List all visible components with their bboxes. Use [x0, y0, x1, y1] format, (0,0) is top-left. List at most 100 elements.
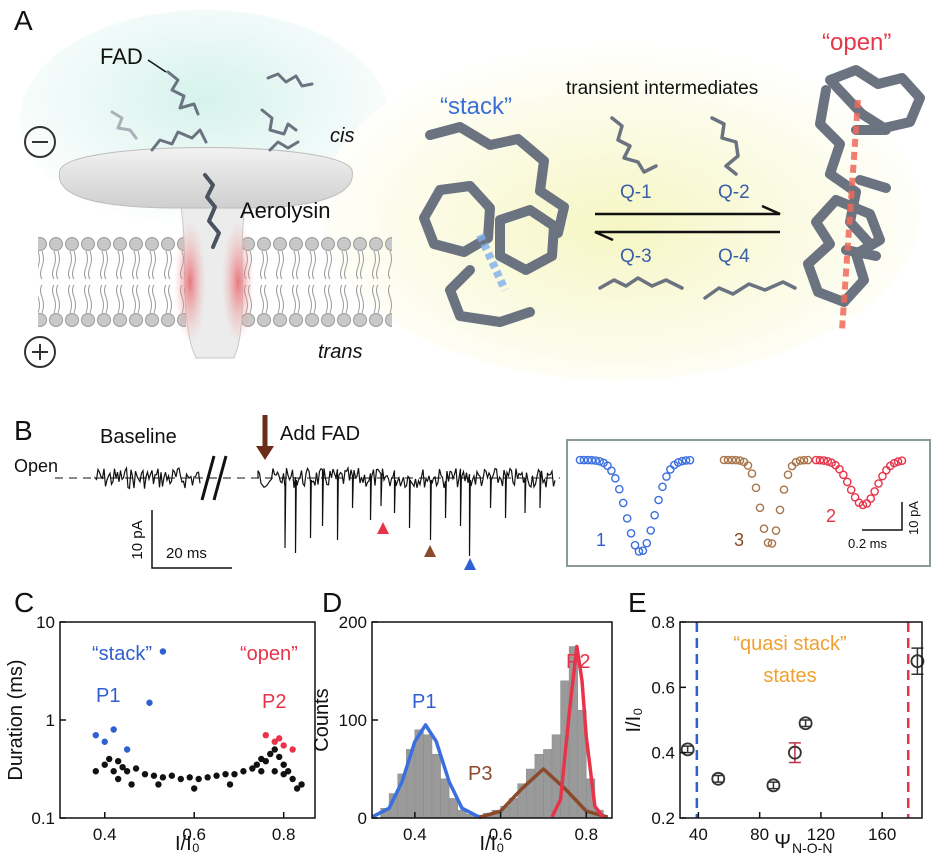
- panel-label: B: [14, 415, 33, 446]
- x-tick-label: 0.6: [489, 825, 513, 844]
- error-bar: [681, 745, 694, 754]
- y-tick-label: 0.4: [651, 744, 675, 763]
- histogram-bar: [423, 734, 433, 819]
- trace-point: [587, 455, 597, 465]
- annotation: P1: [412, 691, 436, 713]
- trace-point: [646, 526, 656, 535]
- y-tick-label: 10: [36, 613, 55, 632]
- trace-point: [771, 526, 781, 535]
- x-tick-label: 0.8: [272, 825, 296, 844]
- x-tick-label: 80: [750, 825, 769, 844]
- y-axis-label: Counts: [311, 688, 333, 751]
- data-point: [910, 654, 925, 669]
- scale-time: 20 ms: [166, 545, 207, 562]
- x-tick-label: 0.8: [574, 825, 598, 844]
- baseline-label: Baseline: [100, 426, 177, 448]
- data-point: [101, 738, 108, 745]
- data-point: [123, 746, 131, 753]
- data-point: [226, 781, 234, 788]
- trace-point: [662, 472, 671, 481]
- event-marker: [424, 545, 436, 557]
- fit-curve: [550, 644, 605, 819]
- y-tick-label: 0.1: [31, 809, 55, 828]
- data-point: [711, 771, 726, 786]
- x-tick-label: 0.4: [93, 825, 117, 844]
- error-bar: [712, 774, 725, 783]
- data-point: [141, 770, 149, 778]
- data-point: [191, 785, 198, 792]
- annotation: “quasi stack”: [733, 633, 846, 655]
- trace-point: [791, 457, 801, 467]
- trace-point: [839, 470, 848, 480]
- yellow-glow: [320, 40, 920, 380]
- plus-sign: [24, 336, 56, 368]
- add-arrow: [256, 446, 274, 460]
- data-point: [123, 768, 131, 775]
- y-tick-label: 0.2: [651, 809, 675, 828]
- trace-point: [607, 466, 616, 475]
- data-point: [280, 770, 287, 778]
- x-tick-label: 160: [868, 825, 896, 844]
- x-axis-label: Ψ: [774, 831, 791, 853]
- axis-break: [200, 455, 228, 501]
- event-marker: [377, 522, 389, 534]
- open-label: Open: [14, 456, 58, 476]
- trace-point: [735, 456, 745, 465]
- y-tick-label: 200: [339, 613, 367, 632]
- data-point: [298, 781, 305, 788]
- data-point: [168, 772, 176, 779]
- data-point: [289, 746, 296, 753]
- fit-curve: [371, 723, 480, 819]
- data-point: [92, 731, 99, 739]
- data-point: [128, 781, 135, 788]
- panel-label: D: [322, 587, 342, 618]
- panel-label: A: [14, 5, 33, 36]
- trace-point: [723, 455, 733, 465]
- fad-molecules: [110, 70, 314, 249]
- panel-label: C: [14, 587, 34, 618]
- scale-bar: [151, 510, 232, 569]
- event-marker: [464, 558, 476, 570]
- data-point: [177, 775, 184, 783]
- trace-point: [795, 456, 805, 465]
- histogram-bar: [543, 749, 553, 819]
- x-tick-label: 40: [689, 825, 708, 844]
- data-point: [271, 746, 278, 753]
- data-point: [101, 761, 108, 768]
- trace-point: [846, 485, 856, 495]
- data-point: [680, 742, 695, 757]
- fad-label: FAD: [100, 44, 143, 69]
- panel-label: E: [628, 587, 647, 618]
- data-point: [146, 699, 153, 706]
- data-point: [258, 768, 265, 775]
- data-point: [110, 768, 117, 775]
- y-axis-label: I/I₀: [623, 708, 645, 733]
- data-point: [280, 761, 287, 768]
- trace-point: [775, 505, 785, 515]
- data-point: [159, 648, 167, 655]
- plot-frame: [679, 621, 923, 819]
- data-point: [110, 726, 117, 733]
- scale-current: 10 pA: [129, 520, 146, 559]
- inset-scale-current: 10 pA: [906, 501, 921, 535]
- trace-point: [622, 514, 632, 523]
- current-trace: [257, 465, 556, 557]
- trace-point: [866, 494, 876, 503]
- data-point: [271, 768, 278, 775]
- pore-glow: [222, 220, 254, 344]
- trace-point: [618, 498, 628, 508]
- trace-point: [755, 503, 765, 513]
- data-point: [204, 774, 211, 781]
- minus-sign: [24, 126, 56, 158]
- panel-b: B Baseline Open Add FAD 10 pA 20 ms 1 3 …: [14, 415, 931, 570]
- data-point: [159, 774, 167, 781]
- event-label: 2: [826, 506, 836, 526]
- data-point: [240, 768, 247, 775]
- trace-point: [727, 455, 737, 465]
- trace-point: [591, 456, 601, 465]
- inset-scale-bar: [862, 502, 903, 531]
- data-point: [213, 772, 220, 779]
- data-point: [276, 753, 283, 761]
- chart: E 40 80 120 160 0.2 0.4 0.6 0.8 Ψ N-O-N I/I₀ “quasi …: [623, 587, 925, 856]
- y-tick-label: 0.6: [651, 678, 675, 697]
